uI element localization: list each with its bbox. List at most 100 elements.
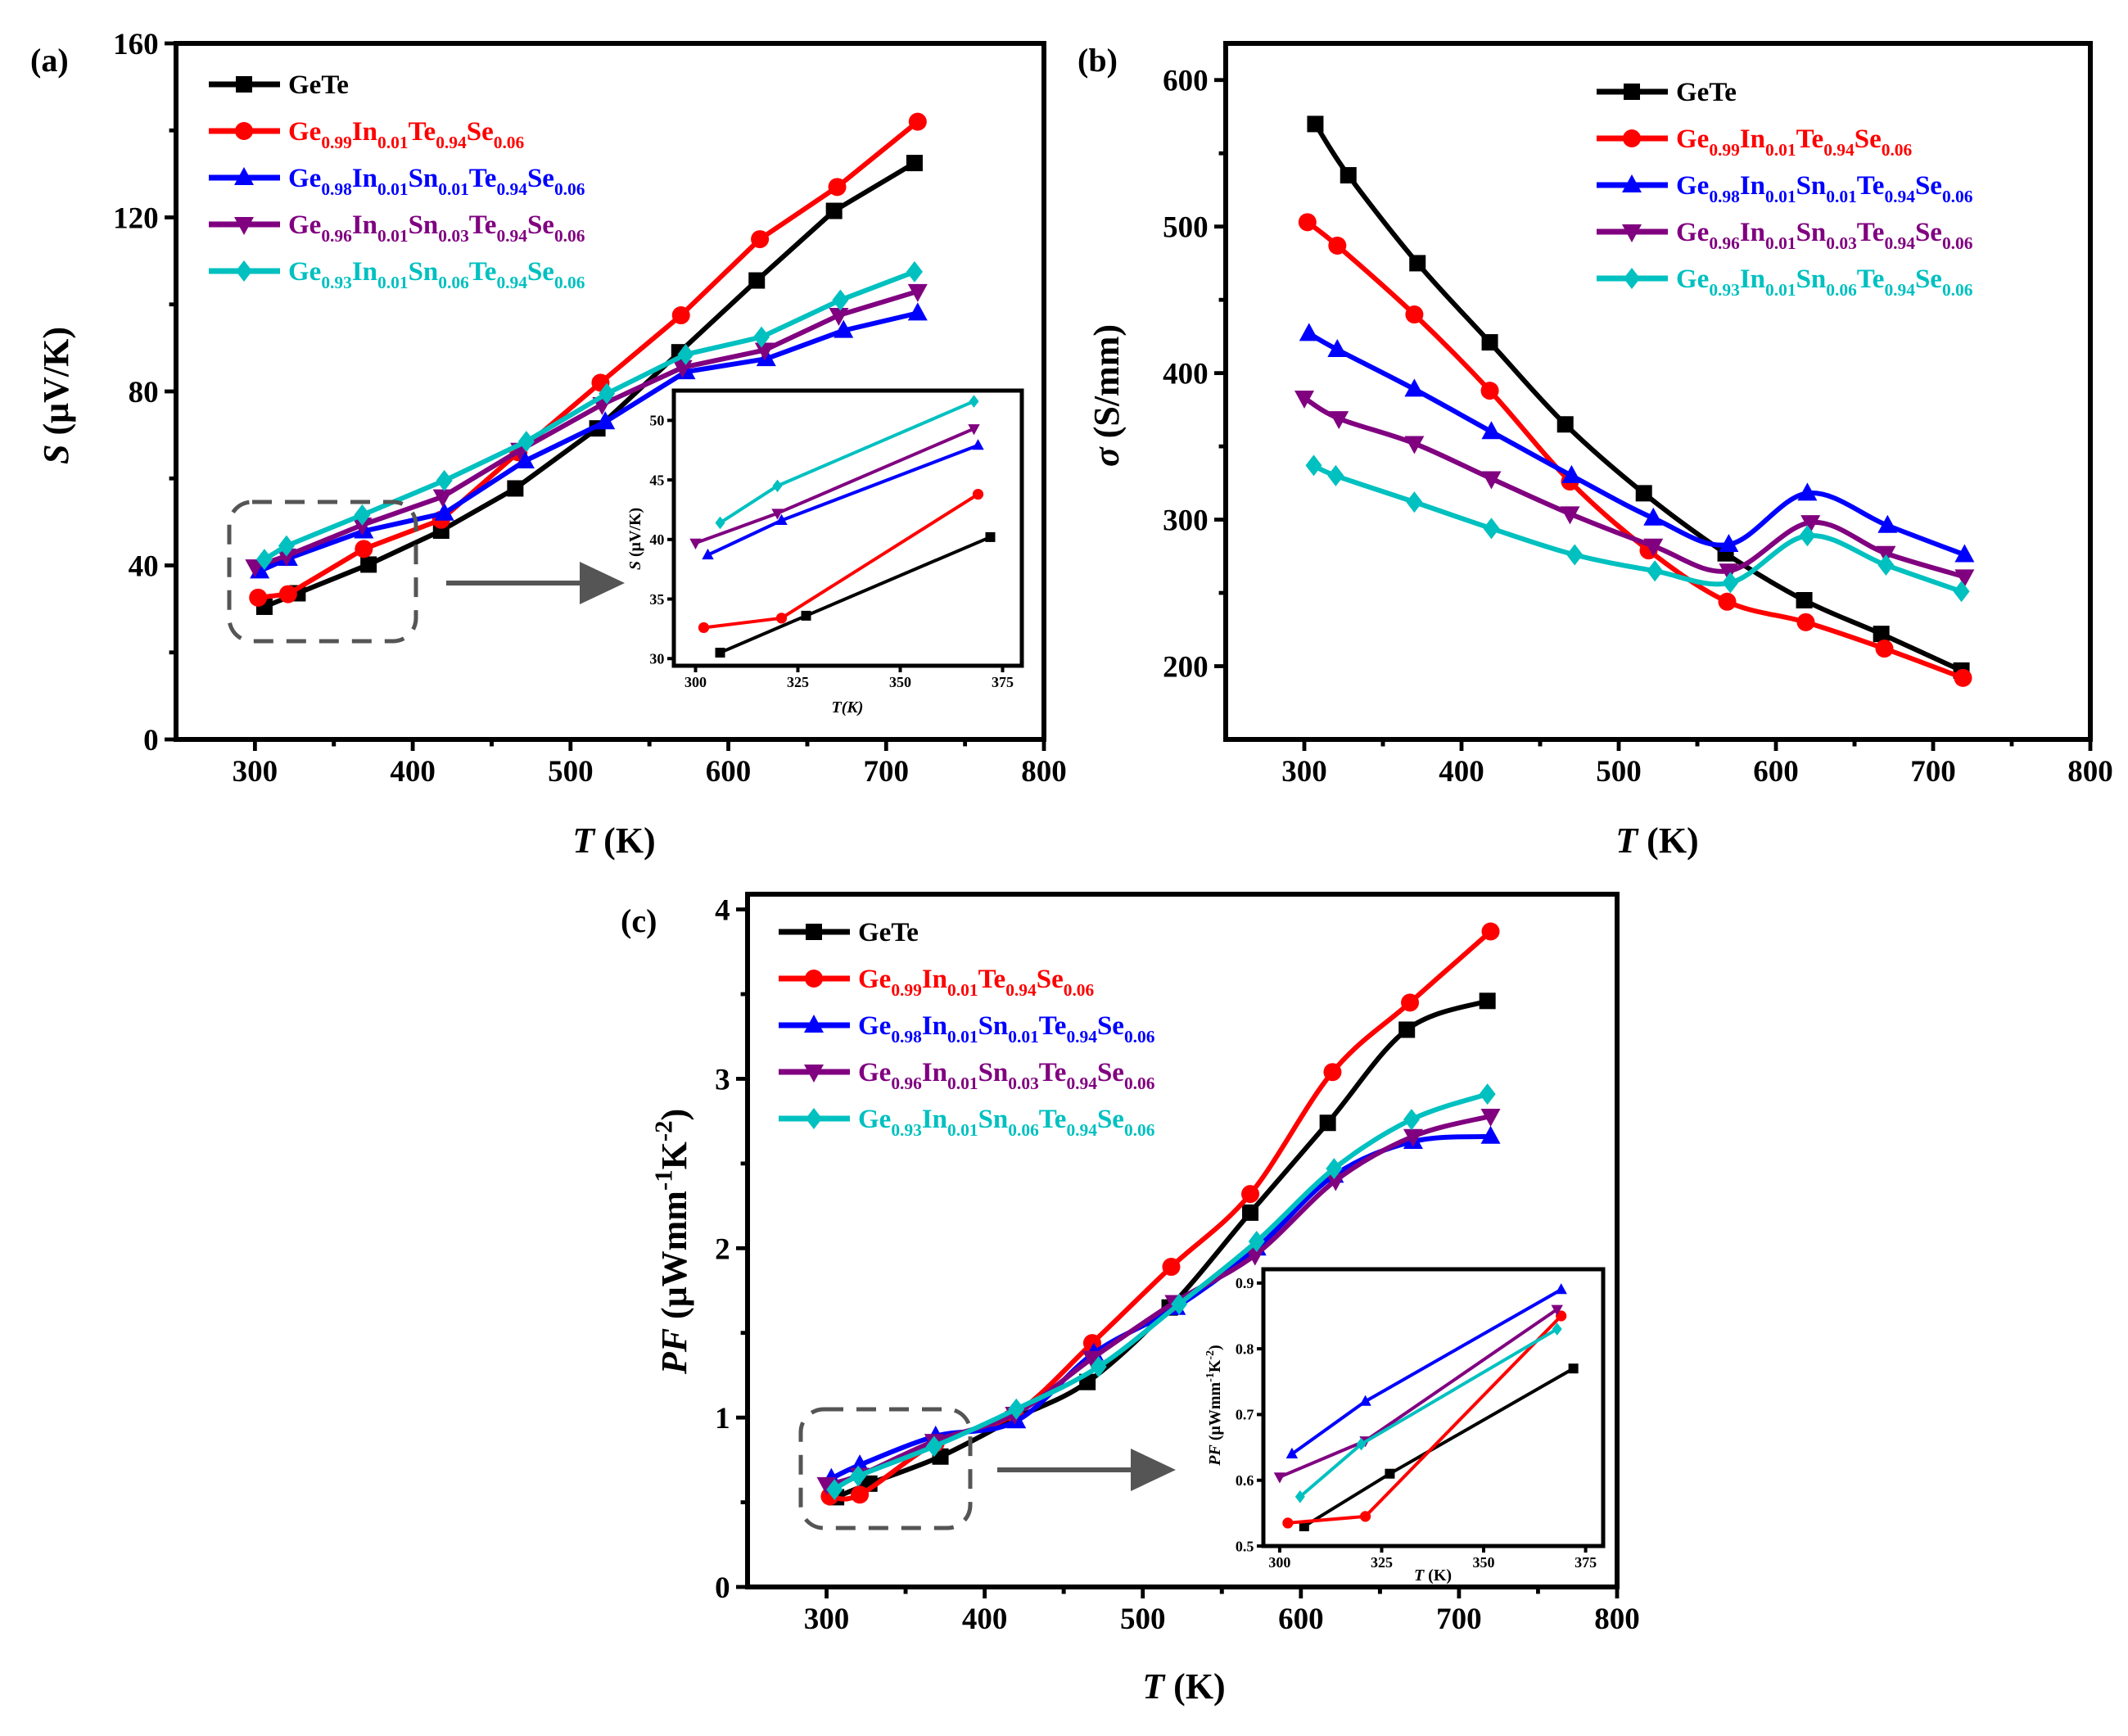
data-point [1722,572,1739,594]
subscript: 0.94 [1884,233,1915,253]
subscript: 0.01 [377,133,409,152]
data-point [1305,454,1322,477]
x-tick-label: 325 [787,674,809,690]
subscript: 0.06 [1124,1074,1155,1093]
data-point [432,489,453,508]
x-axis-title: T (K) [1615,821,1698,861]
data-point [1298,213,1317,232]
data-point [1273,1472,1286,1484]
axis-unit: (K) [1638,821,1699,861]
label-part: Ge [288,117,321,147]
label-part: Se [467,117,494,147]
label-part: Te [1857,218,1885,247]
label-part: Te [409,117,436,147]
series-2 [1299,323,1975,563]
series-0 [715,531,996,658]
subscript: 0.98 [891,1027,922,1047]
data-point [354,504,371,526]
data-point [1405,305,1424,324]
legend-marker [1622,174,1642,192]
data-point [1479,1083,1496,1105]
subscript: 0.01 [947,980,978,1000]
x-tick-label: 400 [390,755,436,789]
series-1 [1298,213,1972,687]
label-part: Se [1915,171,1942,201]
x-tick-label: 300 [233,755,278,789]
data-point [906,260,923,283]
axis-symbol: S [626,561,644,570]
subscript: 0.94 [1823,140,1855,160]
data-point [1647,560,1664,582]
legend-entry: Ge0.99In0.01Te0.94Se0.06 [1597,124,1913,160]
data-point [908,112,927,131]
subscript: 0.01 [947,1120,978,1140]
subscript: 0.06 [554,226,585,246]
legend-marker [804,1015,824,1033]
data-point [850,1465,867,1487]
data-point [1483,518,1500,540]
legend-entry: Ge0.98In0.01Sn0.01Te0.94Se0.06 [209,164,585,199]
superscript: -1 [649,1169,677,1191]
subscript: 0.06 [1942,280,1973,300]
label-part: Sn [978,1105,1009,1134]
data-point [816,1476,837,1495]
legend-entry: Ge0.93In0.01Sn0.06Te0.94Se0.06 [209,257,585,292]
data-point [1241,1185,1260,1204]
x-tick-label: 600 [706,755,752,789]
label-part: In [922,965,947,994]
data-point [1326,1173,1346,1191]
data-point [1552,1322,1562,1336]
subscript: 0.99 [1709,140,1740,160]
data-point [748,272,766,289]
legend-label: Ge0.93In0.01Sn0.06Te0.94Se0.06 [288,257,585,292]
data-point [1875,640,1894,658]
x-tick-label: 800 [1021,755,1067,789]
subscript: 0.94 [496,179,527,199]
legend-label: Ge0.99In0.01Te0.94Se0.06 [288,117,525,152]
data-point [1719,534,1739,552]
x-tick-label: 300 [1281,755,1327,789]
data-point [1404,436,1425,454]
legend-label: Ge0.99In0.01Te0.94Se0.06 [1676,124,1913,160]
label-part: In [352,117,377,147]
data-point [1480,382,1499,400]
data-point [754,342,775,361]
data-point [1319,1114,1336,1132]
subscript: 0.01 [377,273,409,292]
label-part: Te [1796,124,1824,154]
data-point [1082,1334,1101,1353]
inset-x-axis-title: T (K) [1414,1566,1452,1585]
data-point [1556,416,1574,433]
data-point [1409,255,1426,272]
data-point [972,439,984,450]
data-point [715,648,725,658]
legend-marker [804,1065,824,1083]
x-axis-title: T (K) [1142,1666,1225,1707]
label-part: Sn [1796,218,1827,247]
legend-label: Ge0.98In0.01Sn0.01Te0.94Se0.06 [1676,171,1973,206]
y-tick-label: 160 [113,28,159,61]
legend-entry: GeTe [1597,78,1737,107]
data-point [698,622,710,634]
data-point [436,469,453,491]
data-point [1307,115,1324,133]
subscript: 0.94 [1884,280,1915,300]
label-part: In [352,257,377,287]
x-tick-label: 800 [1594,1603,1640,1636]
data-point [828,178,847,197]
axis-symbol: T [572,821,596,861]
subscript: 0.06 [1064,980,1095,1000]
legend-label: Ge0.96In0.01Sn0.03Te0.94Se0.06 [288,210,585,246]
y-tick-label: 35 [649,591,664,608]
data-point [1294,391,1314,409]
data-point [1718,592,1737,611]
label-part: Te [469,257,497,287]
series-3 [689,424,980,549]
data-point [851,1485,870,1504]
x-tick-label: 700 [1910,755,1956,789]
axis-symbol: T(K) [832,698,864,717]
data-point [1479,992,1496,1010]
legend-marker [235,122,253,140]
data-point [1799,525,1816,547]
